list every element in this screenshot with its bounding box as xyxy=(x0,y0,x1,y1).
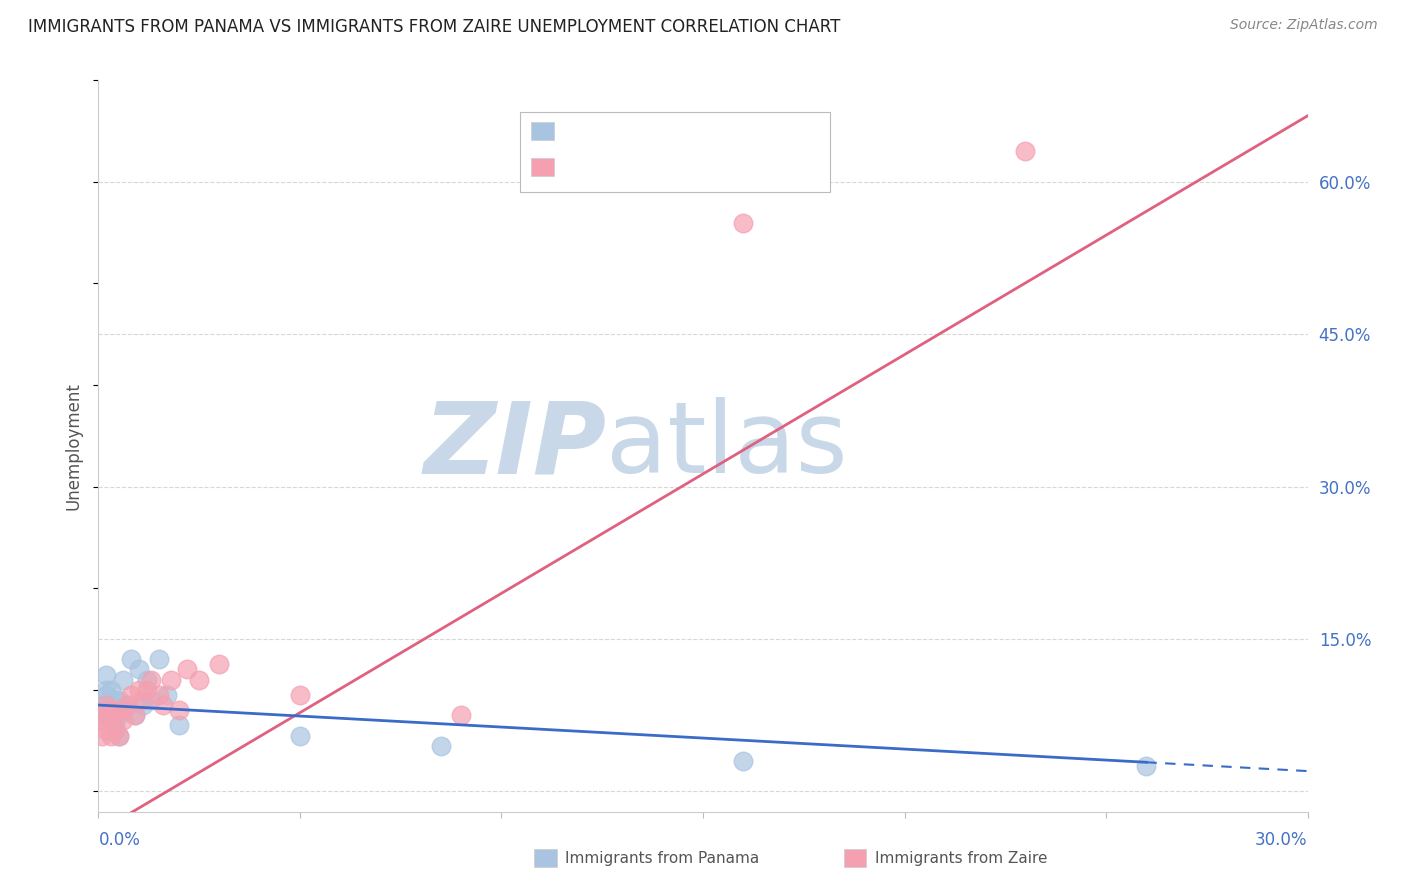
Point xyxy=(100,698,122,712)
Point xyxy=(107,703,129,717)
Point xyxy=(91,708,114,723)
Text: N =: N = xyxy=(669,160,724,174)
Point xyxy=(103,693,125,707)
Point xyxy=(128,663,150,677)
Text: R =: R = xyxy=(567,160,603,174)
Point xyxy=(96,723,118,738)
Text: 30: 30 xyxy=(718,160,737,174)
Point xyxy=(450,708,472,723)
Point xyxy=(107,708,129,723)
Point xyxy=(132,693,155,707)
Point xyxy=(128,682,150,697)
Text: Immigrants from Panama: Immigrants from Panama xyxy=(565,851,759,865)
Point xyxy=(430,739,453,753)
Text: IMMIGRANTS FROM PANAMA VS IMMIGRANTS FROM ZAIRE UNEMPLOYMENT CORRELATION CHART: IMMIGRANTS FROM PANAMA VS IMMIGRANTS FRO… xyxy=(28,18,841,36)
Point xyxy=(120,688,142,702)
Point xyxy=(107,729,129,743)
Point xyxy=(733,215,755,229)
Point xyxy=(103,708,125,723)
Point xyxy=(103,718,125,732)
Text: R =: R = xyxy=(567,124,603,138)
Text: 30.0%: 30.0% xyxy=(1256,831,1308,849)
Point xyxy=(100,729,122,743)
Point xyxy=(91,729,114,743)
Point xyxy=(124,708,146,723)
Point xyxy=(139,673,162,687)
Point xyxy=(107,729,129,743)
Point xyxy=(1014,145,1036,159)
Point xyxy=(111,673,134,687)
Point xyxy=(96,667,118,681)
Point xyxy=(135,673,157,687)
Point xyxy=(100,682,122,697)
Point xyxy=(156,688,179,702)
Point xyxy=(152,698,174,712)
Text: ZIP: ZIP xyxy=(423,398,606,494)
Text: atlas: atlas xyxy=(606,398,848,494)
Point xyxy=(124,708,146,723)
Point xyxy=(96,688,118,702)
Point xyxy=(111,703,134,717)
Point xyxy=(91,714,114,728)
Text: 0.0%: 0.0% xyxy=(98,831,141,849)
Point xyxy=(91,698,114,712)
Point xyxy=(167,718,190,732)
Point xyxy=(100,703,122,717)
Point xyxy=(139,693,162,707)
Text: 29: 29 xyxy=(718,124,737,138)
Point xyxy=(103,723,125,738)
Point xyxy=(107,693,129,707)
Y-axis label: Unemployment: Unemployment xyxy=(65,382,83,510)
Text: -0.355: -0.355 xyxy=(606,124,661,138)
Point xyxy=(100,714,122,728)
Text: 0.910: 0.910 xyxy=(606,160,661,174)
Point xyxy=(148,652,170,666)
Point xyxy=(160,673,183,687)
Point xyxy=(111,714,134,728)
Point xyxy=(115,698,138,712)
Point xyxy=(132,698,155,712)
Point xyxy=(167,703,190,717)
Point xyxy=(135,682,157,697)
Point xyxy=(188,673,211,687)
Text: N =: N = xyxy=(669,124,724,138)
Point xyxy=(96,682,118,697)
Point xyxy=(733,754,755,768)
Text: Immigrants from Zaire: Immigrants from Zaire xyxy=(875,851,1047,865)
Point xyxy=(288,688,311,702)
Text: Source: ZipAtlas.com: Source: ZipAtlas.com xyxy=(1230,18,1378,32)
Point xyxy=(96,708,118,723)
Point xyxy=(1135,759,1157,773)
Point xyxy=(176,663,198,677)
Point xyxy=(148,688,170,702)
Point xyxy=(96,698,118,712)
Point xyxy=(208,657,231,672)
Point xyxy=(120,652,142,666)
Point xyxy=(115,698,138,712)
Point xyxy=(288,729,311,743)
